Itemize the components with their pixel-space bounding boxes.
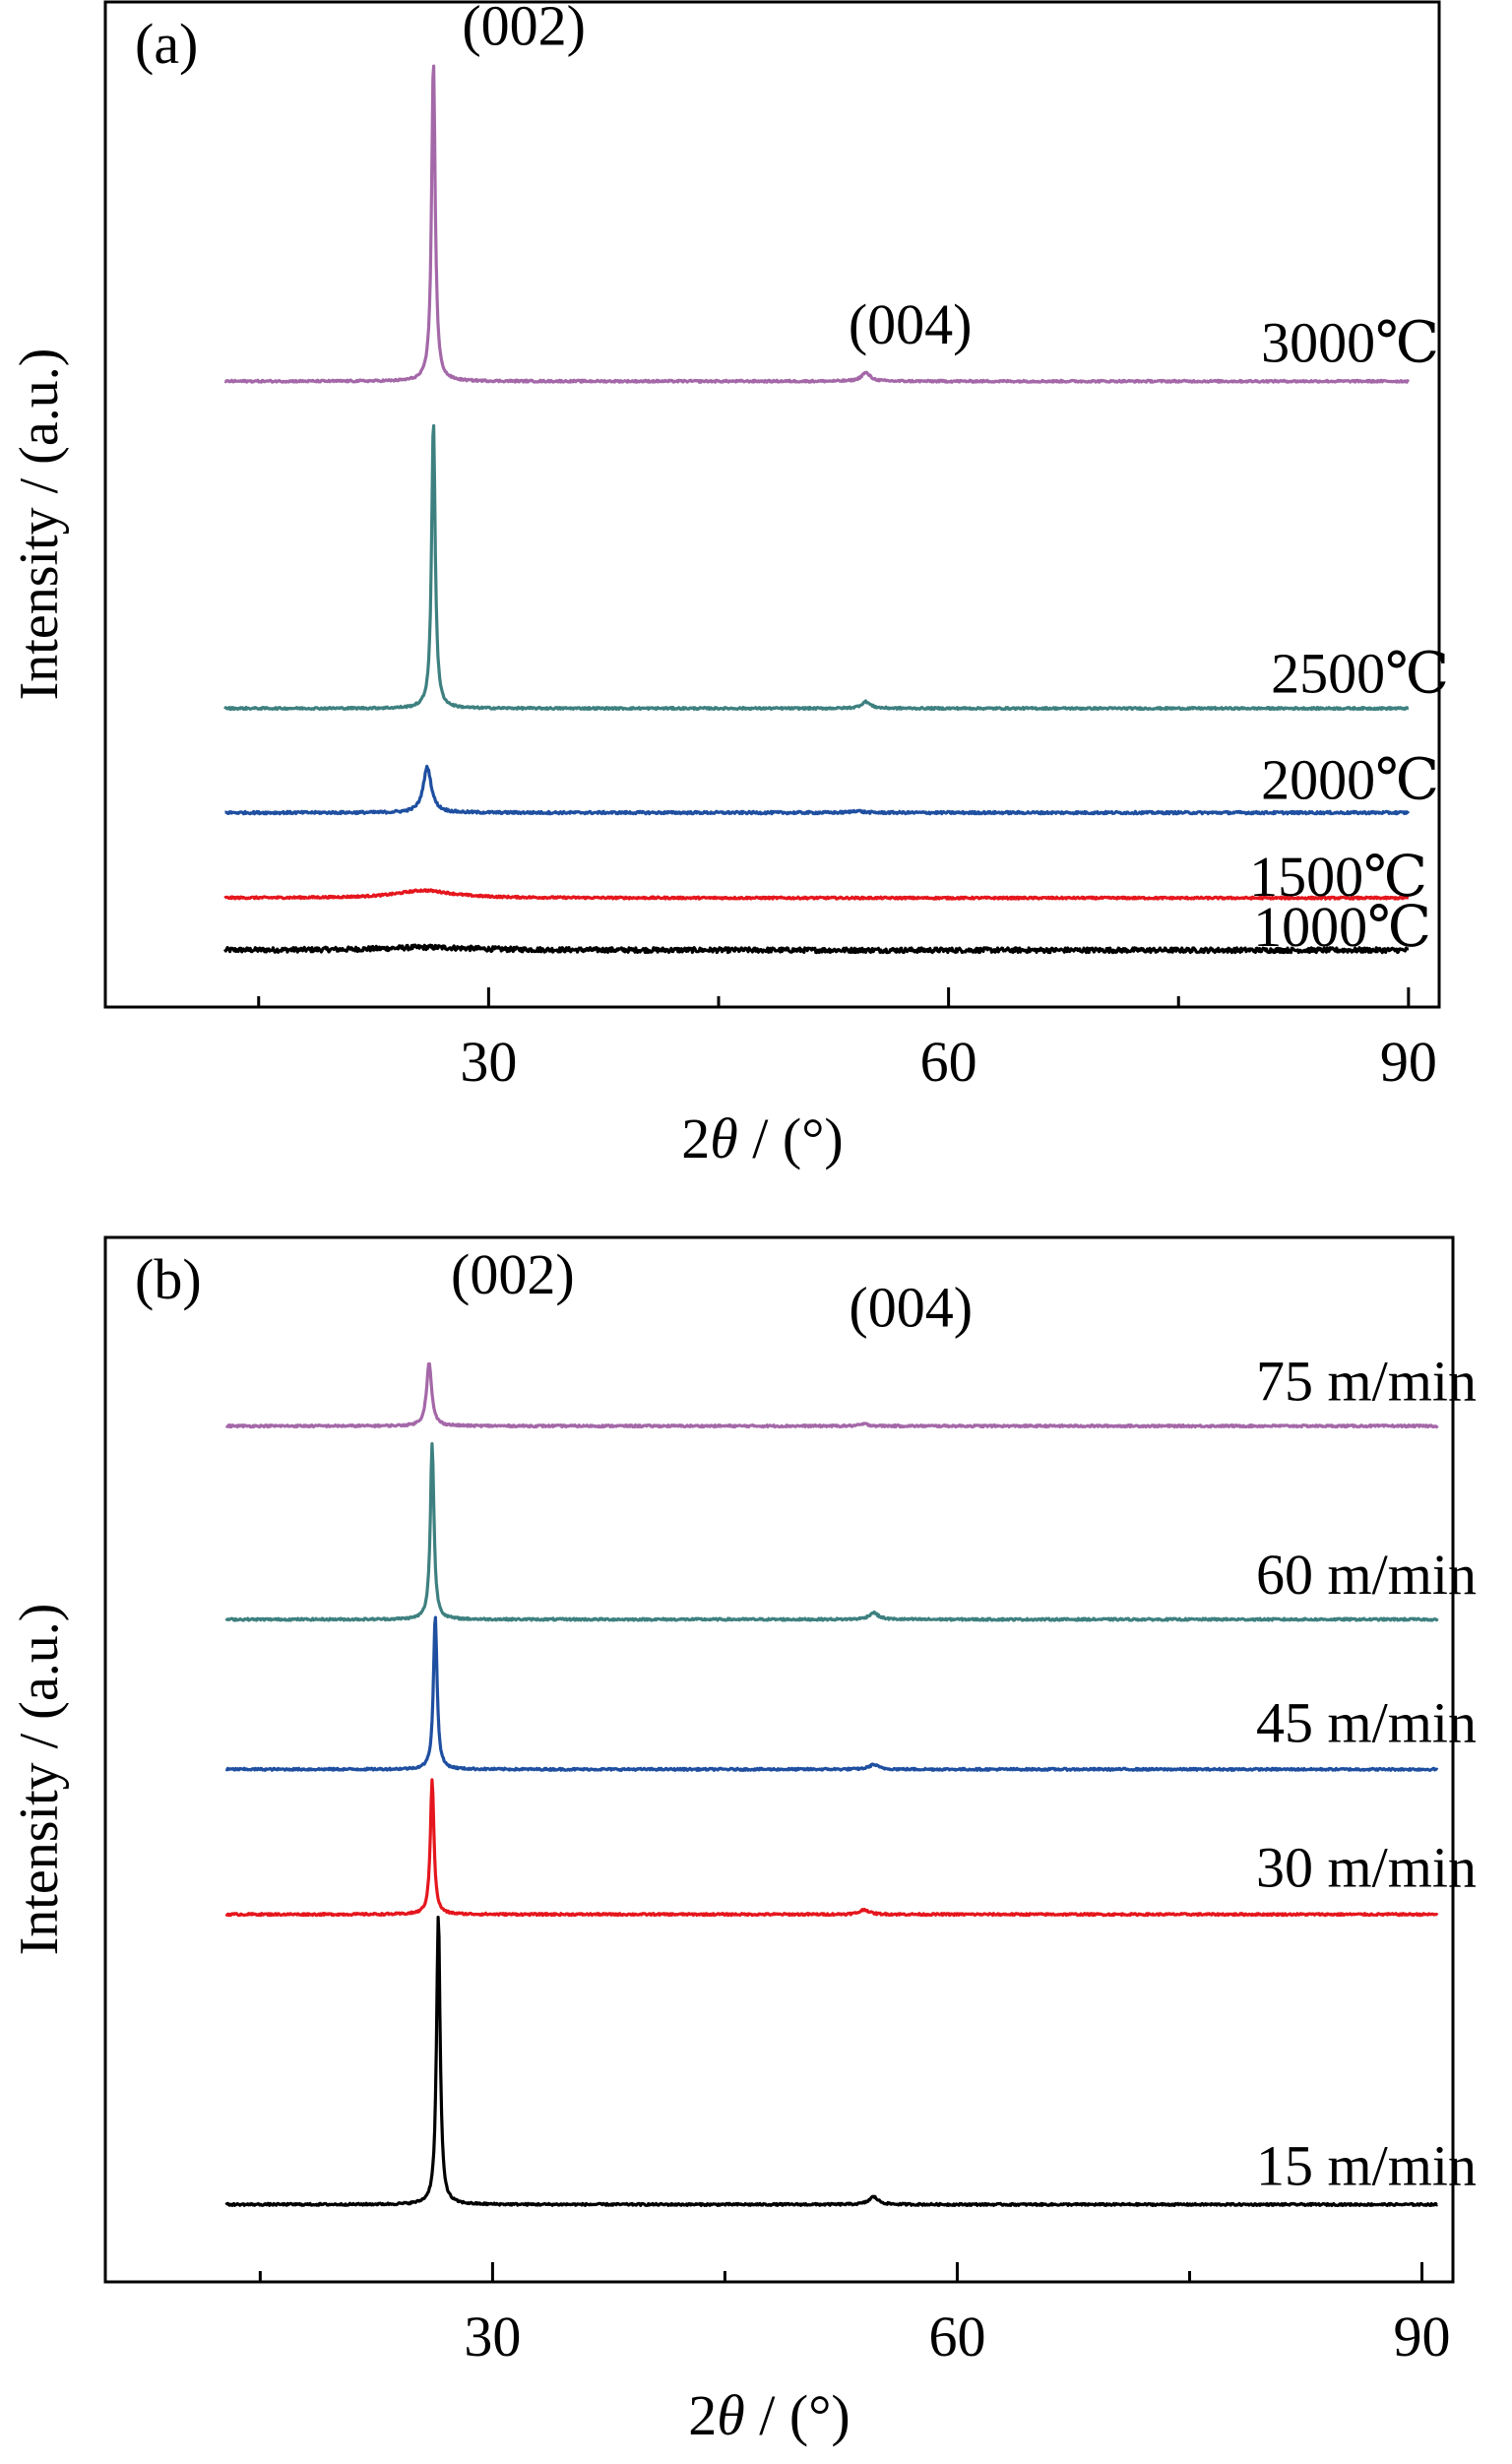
x-tick-label: 60 xyxy=(928,2305,985,2369)
series-label: 1500℃ xyxy=(1249,845,1427,909)
series-line-2000- xyxy=(223,764,1411,816)
peak-annotation: (004) xyxy=(849,1275,973,1339)
x-tick-label: 30 xyxy=(460,1030,517,1094)
panel-b: 15 m/min 30 m/min 45 m/min 60 m/min 75 m/min… xyxy=(9,1235,1477,2447)
series-line-3000- xyxy=(223,64,1411,384)
series-line-75-m-min xyxy=(224,1361,1439,1429)
x-axis-label: 2θ / (°) xyxy=(681,1106,843,1170)
panel-label: (b) xyxy=(135,1247,202,1311)
x-tick-label: 90 xyxy=(1380,1030,1437,1094)
y-axis-label: Intensity / (a.u.) xyxy=(9,1604,70,1956)
series-line-1000- xyxy=(223,943,1410,955)
panel-label: (a) xyxy=(135,12,198,76)
series-line-15-m-min xyxy=(224,1916,1438,2207)
series-label: 3000℃ xyxy=(1261,310,1439,374)
series-label: 60 m/min xyxy=(1256,1543,1477,1607)
y-axis-label: Intensity / (a.u.) xyxy=(9,348,70,701)
x-tick-label: 30 xyxy=(464,2305,521,2369)
plot-frame xyxy=(103,0,1441,1009)
series-line-45-m-min xyxy=(224,1615,1439,1772)
x-axis-label: 2θ / (°) xyxy=(688,2383,850,2447)
series-line-60-m-min xyxy=(224,1442,1439,1622)
series-label: 2000℃ xyxy=(1261,748,1439,812)
peak-annotation: (002) xyxy=(462,0,586,57)
series-label: 1000℃ xyxy=(1253,895,1431,959)
series-label: 75 m/min xyxy=(1256,1350,1477,1414)
x-tick-label: 90 xyxy=(1394,2305,1451,2369)
series-label: 30 m/min xyxy=(1256,1836,1477,1900)
series-line-30-m-min xyxy=(224,1778,1439,1918)
series-label: 2500℃ xyxy=(1271,642,1449,706)
series-line-1500- xyxy=(223,888,1410,901)
peak-annotation: (002) xyxy=(451,1242,575,1306)
x-tick-label: 60 xyxy=(920,1030,977,1094)
series-line-2500- xyxy=(223,423,1410,712)
plot-frame xyxy=(103,1235,1455,2284)
series-label: 45 m/min xyxy=(1256,1690,1477,1754)
series-label: 15 m/min xyxy=(1256,2133,1477,2197)
peak-annotation: (004) xyxy=(849,292,973,356)
